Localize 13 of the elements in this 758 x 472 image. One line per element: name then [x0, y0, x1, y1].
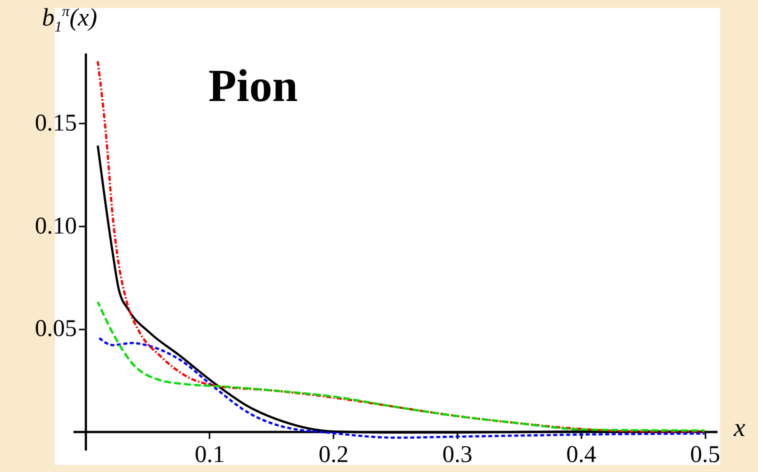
x-tick-label: 0.4: [566, 442, 596, 468]
x-tick-label: 0.2: [318, 442, 349, 468]
line-series: [96, 336, 706, 439]
y-tick-label: 0.15: [34, 110, 77, 136]
y-tick-label: 0.10: [34, 213, 77, 240]
y-axis-title: b$_{1}$$^{π}$(x): [42, 4, 98, 36]
x-tick-label: 0.1: [194, 442, 225, 468]
y-tick-label: 0.05: [34, 316, 77, 342]
chart-title: Pion: [208, 60, 298, 111]
x-axis-title: x: [732, 412, 746, 442]
x-tick-label: 0.3: [442, 442, 472, 468]
line-series: [96, 300, 706, 432]
x-tick-label: 0.5: [690, 442, 720, 468]
